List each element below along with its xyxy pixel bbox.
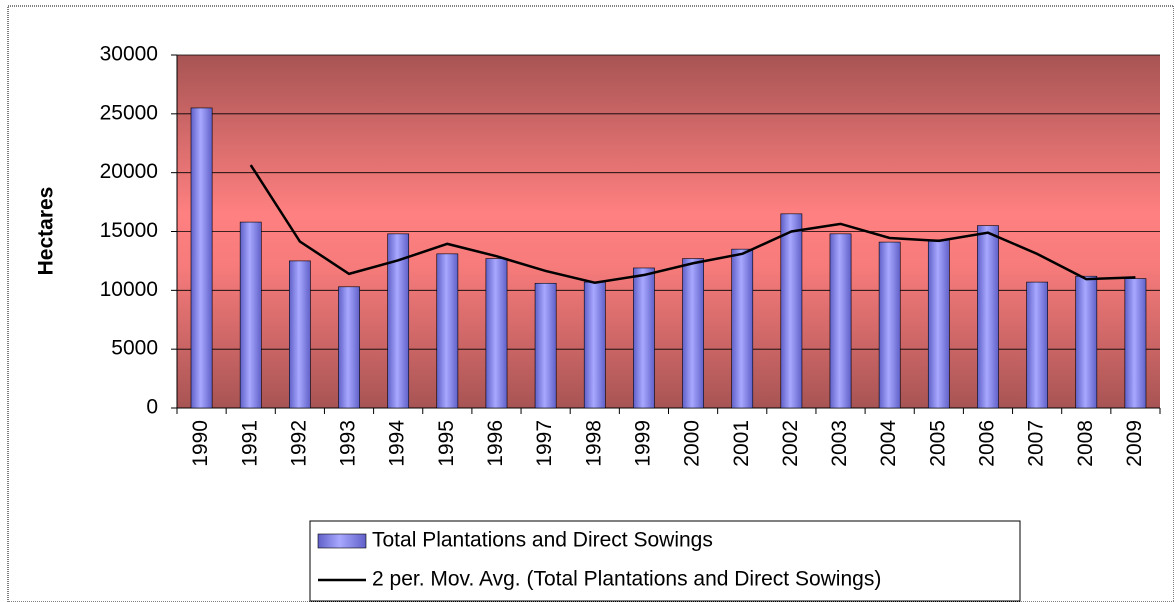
x-tick-label: 1995 bbox=[435, 420, 458, 467]
bar bbox=[1026, 281, 1048, 409]
x-tick-label: 2001 bbox=[730, 420, 753, 467]
x-tick-label: 1993 bbox=[337, 420, 360, 467]
bar bbox=[583, 281, 606, 409]
x-tick-label: 2006 bbox=[976, 420, 999, 467]
legend bbox=[309, 520, 1021, 602]
x-tick-label: 1992 bbox=[287, 420, 310, 467]
bar bbox=[387, 233, 410, 409]
bar bbox=[682, 258, 704, 409]
y-tick-label: 20000 bbox=[100, 160, 158, 183]
x-tick-label: 1997 bbox=[533, 420, 556, 467]
x-tick-label: 2003 bbox=[828, 420, 851, 467]
x-tick-label: 1999 bbox=[631, 420, 654, 467]
x-tick-label: 1990 bbox=[189, 420, 212, 467]
bar bbox=[190, 107, 213, 409]
x-tick-label: 1994 bbox=[386, 420, 409, 467]
x-tick-label: 1991 bbox=[238, 420, 261, 467]
bar bbox=[927, 239, 950, 409]
legend-label: Total Plantations and Direct Sowings bbox=[372, 529, 713, 552]
legend-swatch bbox=[317, 533, 367, 549]
y-tick-label: 15000 bbox=[100, 219, 158, 242]
bar bbox=[338, 286, 360, 409]
x-tick-label: 1996 bbox=[484, 420, 507, 467]
bar bbox=[780, 213, 803, 409]
x-tick-label: 2009 bbox=[1123, 420, 1146, 467]
chart-border bbox=[7, 5, 1174, 602]
bar bbox=[633, 267, 655, 409]
x-tick-label: 2000 bbox=[681, 420, 704, 467]
bar bbox=[534, 282, 557, 409]
x-tick-label: 2005 bbox=[926, 420, 949, 467]
bar bbox=[829, 233, 852, 409]
y-tick-label: 30000 bbox=[100, 43, 158, 66]
bar bbox=[878, 241, 901, 409]
x-tick-label: 2002 bbox=[779, 420, 802, 467]
x-tick-label: 2007 bbox=[1025, 420, 1048, 467]
x-tick-label: 1998 bbox=[582, 420, 605, 467]
bar bbox=[1124, 278, 1147, 409]
bar bbox=[977, 225, 999, 409]
bar bbox=[1075, 275, 1098, 409]
y-axis-label: Hectares bbox=[35, 187, 58, 276]
bar bbox=[485, 258, 508, 409]
y-tick-label: 5000 bbox=[111, 337, 158, 360]
y-tick-label: 10000 bbox=[100, 278, 158, 301]
y-tick-label: 0 bbox=[146, 396, 158, 419]
y-tick-label: 25000 bbox=[100, 101, 158, 124]
moving-average-line bbox=[249, 164, 1136, 284]
bar bbox=[289, 260, 311, 409]
bar bbox=[731, 248, 754, 409]
x-tick-label: 2008 bbox=[1074, 420, 1097, 467]
x-tick-label: 2004 bbox=[877, 420, 900, 467]
bar bbox=[436, 253, 459, 409]
bar bbox=[239, 221, 262, 409]
legend-label: 2 per. Mov. Avg. (Total Plantations and … bbox=[372, 568, 881, 591]
